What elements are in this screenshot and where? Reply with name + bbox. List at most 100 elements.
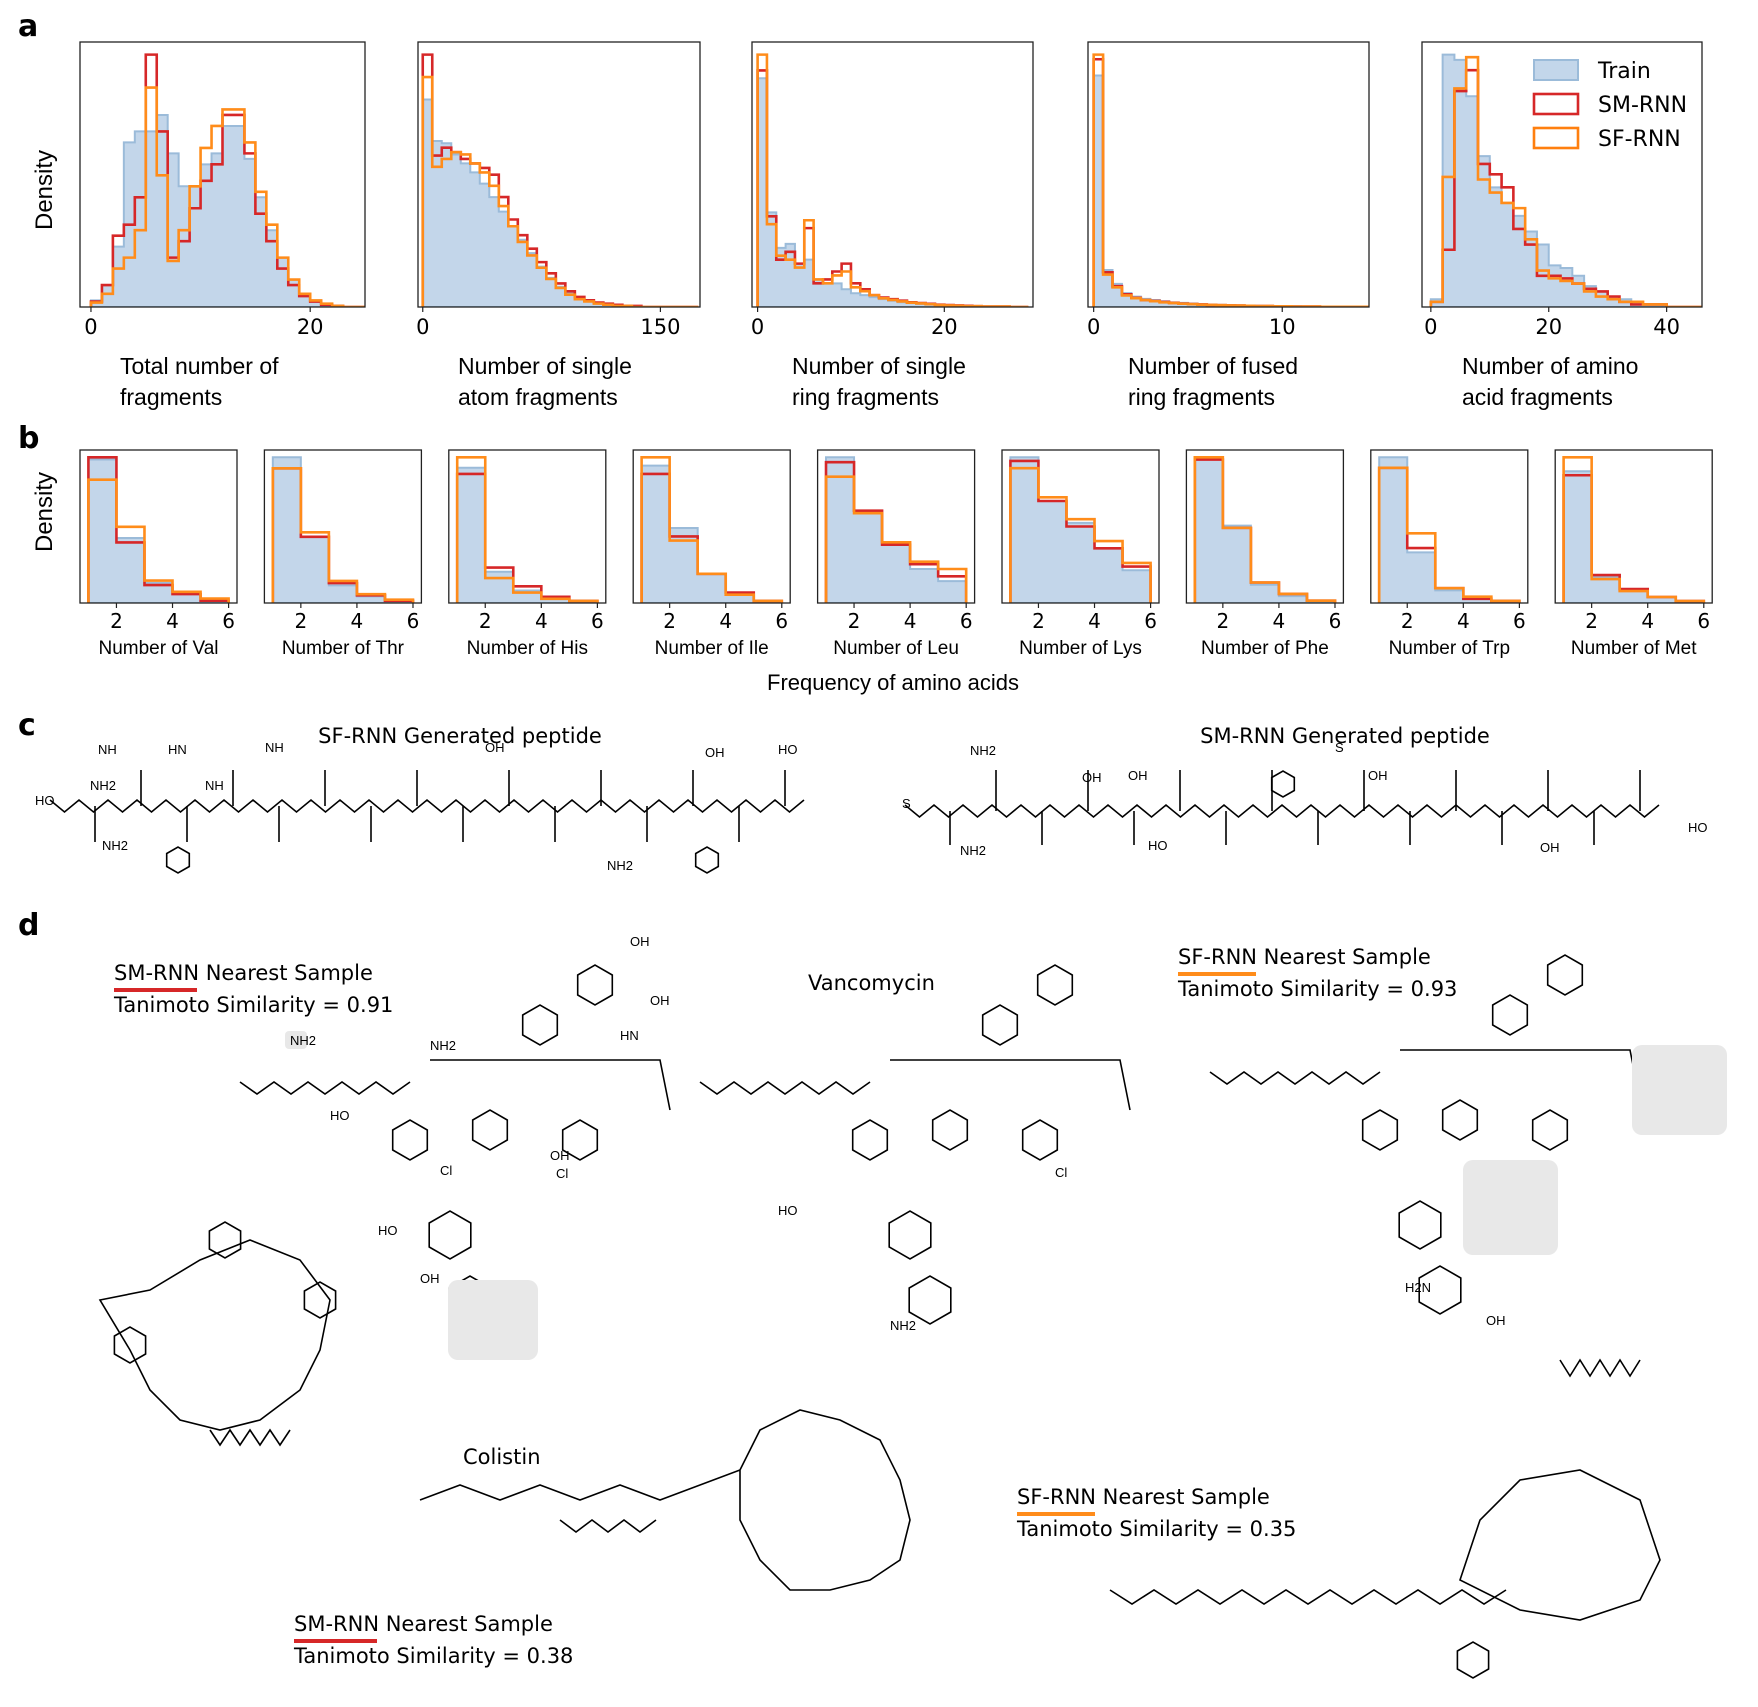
hist-7-train [456, 466, 599, 603]
tick-label: 4 [166, 609, 179, 633]
tick-label: 0 [1087, 315, 1100, 339]
hist-0-sf-rnn [89, 86, 365, 307]
molecule-atom-label: OH [650, 993, 670, 1008]
panel-letter-c: c [18, 708, 36, 743]
peptide-right-group: NH2 [960, 843, 986, 858]
axes-frame-5 [79, 449, 238, 604]
chart-3: 0 10 Number of fused ring fragments [1087, 41, 1370, 410]
molecule-atom-label: Cl [440, 1163, 452, 1178]
legend-label: SM-RNN [1598, 93, 1687, 118]
peptide-left-group: OH [705, 745, 725, 760]
molecule-structures: OH HO NH2 Cl OH NH2 HO OH HN OH Cl Cl HO NH2 H2N OH [98, 934, 1727, 1679]
axes-frame-7 [448, 449, 607, 604]
legend-swatch-train [1533, 59, 1579, 81]
hist-11-train [1193, 456, 1336, 603]
axis-label: Number of Lys [1019, 638, 1142, 659]
tick-label: 4 [1273, 609, 1286, 633]
axis-label: Number of Ile [655, 638, 769, 659]
molecule-atom-label: Cl [1055, 1165, 1067, 1180]
molecule-atom-label: NH2 [430, 1038, 456, 1053]
molecule-atom-label: Cl [556, 1166, 568, 1181]
tick-label: 4 [351, 609, 364, 633]
tick-label: 6 [960, 609, 973, 633]
chart-4: 0 20 40 Number of amino acid fragments [1421, 41, 1703, 410]
sm-top-similarity: Tanimoto Similarity = 0.91 [113, 993, 393, 1017]
axis-label: ring fragments [1128, 384, 1275, 410]
axis-label: Number of Thr [282, 638, 405, 659]
hist-8-train [640, 464, 783, 603]
axis-label: Number of single [792, 353, 966, 379]
peptide-right-group: HO [1148, 838, 1168, 853]
panel-letter-a: a [18, 9, 38, 44]
axes-frame-6 [263, 449, 423, 604]
peptide-left-group: HO [778, 742, 798, 757]
hist-5-sm-rnn [87, 455, 230, 603]
axis-label: acid fragments [1462, 384, 1613, 410]
axes-frame-0 [79, 41, 366, 308]
hist-8-sf-rnn [640, 455, 784, 603]
tick-label: 4 [719, 609, 732, 633]
hist-12-sf-rnn [1377, 466, 1521, 603]
peptide-left-group: HN [168, 742, 187, 757]
axis-label: fragments [120, 384, 222, 410]
tick-label: 2 [294, 609, 307, 633]
legend-swatch-sf-rnn [1532, 126, 1580, 150]
peptide-right-group: HO [1688, 820, 1708, 835]
axes-frame-1 [417, 41, 701, 308]
axes-frame-2 [751, 41, 1034, 308]
axes-frame-3 [1087, 41, 1370, 308]
highlight-sugar [1632, 1045, 1727, 1135]
panel-letter-d: d [18, 908, 39, 943]
tick-label: 2 [110, 609, 123, 633]
hist-1-sf-rnn [421, 75, 699, 307]
molecule-atom-label: OH [550, 1148, 570, 1163]
axis-label: Number of Met [1571, 638, 1697, 659]
tick-label: 0 [84, 315, 97, 339]
molecule-atom-label: H2N [1405, 1280, 1431, 1295]
hist-12-train [1378, 456, 1521, 603]
axis-label: Number of Phe [1201, 638, 1329, 659]
legend-swatch-sm-rnn [1532, 92, 1580, 116]
panel-a-ylabel: Density [31, 150, 58, 230]
sf-bottom-title: SF-RNN Nearest Sample [1017, 1485, 1270, 1509]
hist-7-sf-rnn [455, 455, 599, 603]
sf-top-title: SF-RNN Nearest Sample [1178, 945, 1431, 969]
panel-b-xlabel: Frequency of amino acids [767, 670, 1019, 695]
hist-2-train [756, 77, 1029, 307]
panel-c-left-title: SF-RNN Generated peptide [318, 724, 602, 748]
sm-bottom-title: SM-RNN Nearest Sample [294, 1612, 553, 1636]
peptide-right-group: OH [1540, 840, 1560, 855]
axes-frame-13 [1554, 449, 1713, 604]
axis-label: Number of single [458, 353, 632, 379]
axes-frame-8 [632, 449, 791, 604]
tick-label: 2 [1032, 609, 1045, 633]
axis-label: Number of Trp [1389, 638, 1510, 659]
peptide-right-group: OH [1082, 770, 1102, 785]
tick-label: 20 [297, 315, 324, 339]
hist-10-sf-rnn [1009, 466, 1152, 603]
panel-c-right-title: SM-RNN Generated peptide [1200, 724, 1490, 748]
axis-label: Number of Leu [833, 638, 959, 659]
tick-label: 2 [479, 609, 492, 633]
tick-label: 2 [848, 609, 861, 633]
hist-0-train [89, 113, 365, 307]
peptide-left-group: NH [205, 778, 224, 793]
axes-frame-10 [1001, 449, 1160, 604]
axis-label: Number of amino [1462, 353, 1638, 379]
axes-frame-12 [1370, 449, 1529, 604]
chart-1: 0 150 Number of single atom fragments [416, 41, 701, 410]
molecule-atom-label: HO [330, 1108, 350, 1123]
tick-label: 4 [535, 609, 548, 633]
tick-label: 2 [1216, 609, 1229, 633]
hist-3-sf-rnn [1092, 53, 1369, 307]
peptide-right-group: NH2 [970, 743, 996, 758]
hist-4-sf-rnn [1429, 55, 1702, 307]
hist-10-train [1009, 456, 1152, 603]
